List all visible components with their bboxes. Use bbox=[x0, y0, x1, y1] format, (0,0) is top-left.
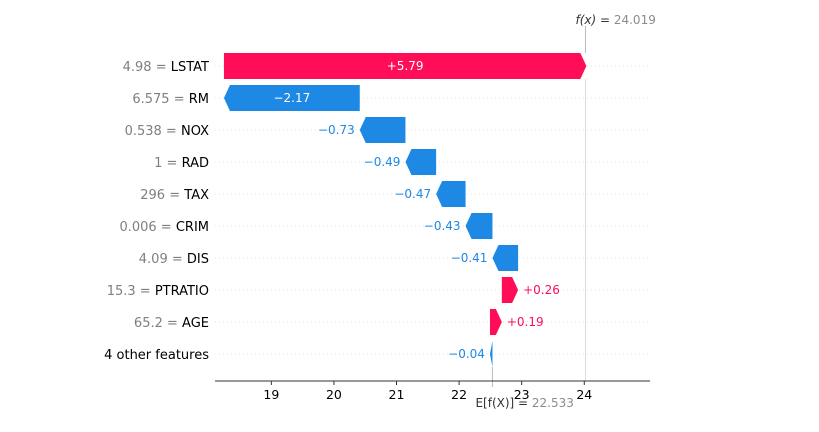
feature-name: LSTAT bbox=[171, 60, 209, 75]
feature-equals: = bbox=[162, 156, 181, 171]
feature-name: RM bbox=[189, 92, 209, 107]
feature-value: 6.575 bbox=[132, 92, 169, 107]
feature-value: 15.3 bbox=[107, 284, 136, 299]
value-label: +0.19 bbox=[507, 315, 544, 329]
bar-dis bbox=[492, 245, 519, 271]
feature-value: 4.09 bbox=[139, 252, 168, 267]
feature-value: 296 bbox=[140, 188, 165, 203]
bar-nox bbox=[359, 117, 406, 143]
x-tick-label: 23 bbox=[514, 387, 530, 402]
feature-label: 0.006 = CRIM bbox=[119, 220, 209, 235]
annotations: f(x) = 24.019 E[f(X)] = 22.533 bbox=[475, 13, 655, 410]
output-value-label: f(x) = 24.019 bbox=[575, 13, 655, 27]
output-value-label-value: 24.019 bbox=[614, 13, 656, 27]
base-value-label-prefix: E[f(X)] = bbox=[475, 396, 531, 410]
feature-name: PTRATIO bbox=[155, 284, 209, 299]
feature-value: 4.98 bbox=[123, 60, 152, 75]
bar-ptratio bbox=[501, 277, 519, 303]
bar-4-other-features bbox=[489, 341, 493, 367]
feature-equals: = bbox=[157, 220, 176, 235]
x-tick-label: 24 bbox=[576, 387, 592, 402]
feature-value: 0.538 bbox=[125, 124, 162, 139]
bar-tax bbox=[436, 181, 466, 207]
contribution-bars bbox=[223, 53, 587, 367]
x-tick-label: 20 bbox=[326, 387, 342, 402]
feature-label: 4 other features bbox=[104, 348, 209, 363]
x-axis: 19 20 21 22 23 24 bbox=[215, 380, 650, 402]
output-value-label-prefix: f(x) = bbox=[575, 13, 613, 27]
x-tick-label: 21 bbox=[389, 387, 405, 402]
feature-equals: = bbox=[163, 316, 182, 331]
value-label: −0.43 bbox=[424, 219, 461, 233]
x-tick-label: 19 bbox=[263, 387, 279, 402]
feature-labels: 4.98 = LSTAT 6.575 = RM 0.538 = NOX 1 = RAD… bbox=[104, 60, 209, 363]
value-label: −0.04 bbox=[448, 347, 485, 361]
contribution-labels: +5.79 −2.17 −0.73 −0.49 −0.47 −0.43 −0.41 +0.26… bbox=[273, 59, 559, 361]
feature-name: 4 other features bbox=[104, 348, 209, 363]
bar-lstat bbox=[223, 53, 587, 79]
feature-name: TAX bbox=[183, 188, 209, 203]
feature-equals: = bbox=[152, 60, 171, 75]
value-label: −2.17 bbox=[273, 91, 310, 105]
feature-equals: = bbox=[170, 92, 189, 107]
feature-value: 0.006 bbox=[119, 220, 156, 235]
feature-equals: = bbox=[165, 188, 184, 203]
feature-label: 6.575 = RM bbox=[132, 92, 209, 107]
feature-name: RAD bbox=[182, 156, 209, 171]
feature-value: 1 bbox=[154, 156, 162, 171]
value-label: +0.26 bbox=[523, 283, 560, 297]
feature-name: DIS bbox=[187, 252, 209, 267]
bar-rad bbox=[405, 149, 437, 175]
bar-age bbox=[489, 309, 502, 335]
bar-crim bbox=[465, 213, 493, 239]
value-label: −0.49 bbox=[364, 155, 401, 169]
x-tick-label: 22 bbox=[451, 387, 467, 402]
bar-rm bbox=[223, 85, 360, 111]
feature-label: 0.538 = NOX bbox=[125, 124, 210, 139]
feature-label: 1 = RAD bbox=[154, 156, 209, 171]
feature-label: 15.3 = PTRATIO bbox=[107, 284, 209, 299]
feature-label: 4.98 = LSTAT bbox=[123, 60, 209, 75]
feature-value: 65.2 bbox=[134, 316, 163, 331]
value-label: +5.79 bbox=[387, 59, 424, 73]
base-value-label-value: 22.533 bbox=[532, 396, 574, 410]
base-value-label: E[f(X)] = 22.533 bbox=[475, 396, 573, 410]
value-label: −0.41 bbox=[451, 251, 488, 265]
feature-name: NOX bbox=[181, 124, 209, 139]
value-label: −0.47 bbox=[394, 187, 431, 201]
feature-label: 296 = TAX bbox=[140, 188, 209, 203]
feature-equals: = bbox=[136, 284, 155, 299]
reference-lines bbox=[491, 26, 586, 387]
feature-equals: = bbox=[162, 124, 181, 139]
feature-label: 4.09 = DIS bbox=[139, 252, 209, 267]
feature-name: AGE bbox=[182, 316, 209, 331]
feature-name: CRIM bbox=[176, 220, 209, 235]
value-label: −0.73 bbox=[318, 123, 355, 137]
feature-equals: = bbox=[168, 252, 187, 267]
feature-label: 65.2 = AGE bbox=[134, 316, 209, 331]
